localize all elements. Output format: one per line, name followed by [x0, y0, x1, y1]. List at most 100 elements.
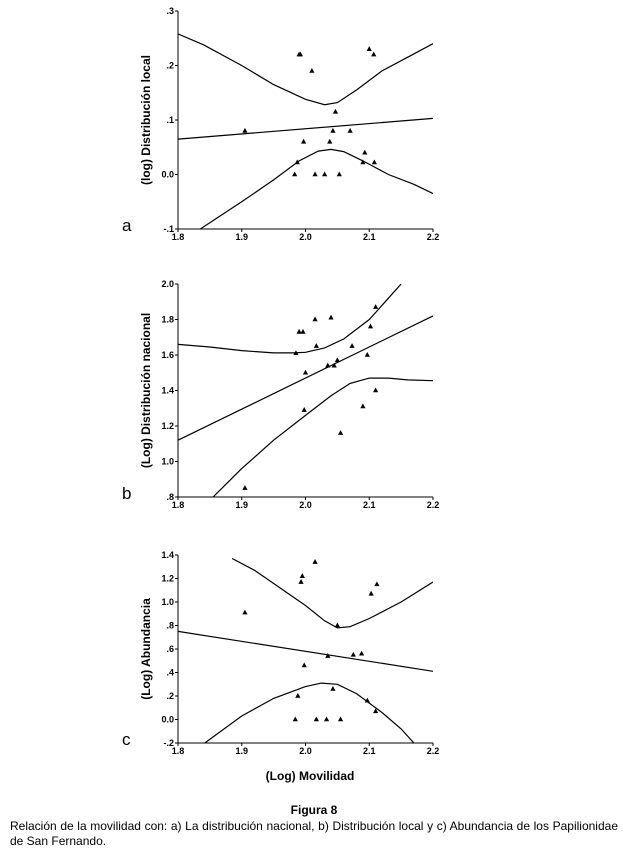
panel-c-data-point [299, 573, 305, 578]
panel-b-data-point [300, 328, 306, 334]
panel-a-y-tick-label: 0.0 [161, 170, 174, 180]
panel-b-data-point [337, 430, 344, 435]
panel-c-y-tick-label: -.2 [163, 738, 174, 748]
panel-a-fit-line [178, 117, 433, 140]
panel-b-data-point [293, 350, 299, 356]
panel-c-data-point [330, 685, 336, 691]
panel-a-x-tick-label: 2.2 [427, 232, 440, 242]
panel-b-fit-line [178, 315, 433, 441]
panel-a-data-point [330, 127, 336, 133]
panel-a-y-tick-label: .2 [166, 61, 174, 71]
panel-c-data-point [313, 716, 319, 722]
panel-c-x-tick-label: 2.0 [299, 746, 312, 756]
panel-b-data-point [301, 407, 307, 412]
panel-b-y-axis-label: (Log) Distribución nacional [139, 313, 153, 468]
panel-c-y-tick-label: .6 [166, 644, 174, 654]
panel-a-y-axis-label: (log) Distribución local [139, 55, 153, 185]
panel-c-lower-line [204, 682, 415, 743]
panel-b-y-tick-label: 1.8 [161, 315, 174, 325]
panel-b-lower-line [212, 377, 433, 497]
panel-a-x-tick-label: 1.9 [235, 232, 248, 242]
panel-c-x-tick-label: 1.9 [235, 746, 248, 756]
panel-a-x-tick-label: 1.8 [172, 232, 185, 242]
panel-c-upper-line [231, 557, 433, 629]
panel-b-data-point [328, 314, 334, 320]
panel-a-data-point [366, 46, 372, 51]
panel-b-data-point [373, 304, 379, 309]
caption-block: Figura 8 Relación de la movilidad con: a… [10, 803, 618, 849]
panel-c-y-tick-label: 1.2 [161, 574, 174, 584]
panel-c-data-point [242, 609, 248, 615]
panel-c-data-point [374, 581, 380, 587]
panel-c-data-point [337, 716, 344, 722]
panel-b-data-point [296, 328, 302, 334]
panel-c-y-tick-label: 1.4 [161, 550, 174, 560]
panel-b-data-point [334, 357, 340, 363]
panel-c-data-point [298, 579, 304, 584]
panel-b-letter: b [122, 484, 131, 503]
panel-a-data-point [332, 108, 339, 114]
x-axis-label: (Log) Movilidad [266, 769, 355, 783]
panel-a-x-tick-label: 2.0 [299, 232, 312, 242]
panel-c-data-point [359, 650, 365, 656]
panel-b-data-point [312, 316, 318, 322]
panel-a-lower-line [199, 148, 433, 229]
panel-a-data-point [371, 51, 377, 57]
panel-a-data-point [309, 67, 315, 73]
panel-a-data-point [300, 138, 307, 144]
panel-a-data-point [312, 171, 318, 177]
panel-a-data-point [322, 171, 328, 177]
panel-c-data-point [312, 559, 318, 564]
panel-c-letter: c [122, 730, 131, 749]
panel-a-data-point [297, 51, 303, 57]
figure-title: Figura 8 [290, 803, 338, 817]
panel-a-data-point [294, 159, 300, 165]
panel-b-y-tick-label: .8 [166, 492, 174, 502]
panel-a-y-tick-label: .1 [166, 115, 174, 125]
panel-c-y-tick-label: .2 [166, 691, 174, 701]
panel-c-data-point [373, 708, 379, 714]
panel-b-data-point [313, 343, 319, 348]
panel-c-lines [178, 557, 433, 743]
panel-b: .8 1.0 1.2 1.4 1.6 1.8 2.0 1.8 1.9 2.0 2.1 2.2 (Log)… [122, 279, 439, 510]
panel-b-data-point [373, 387, 379, 393]
panel-a-data-point [360, 159, 366, 165]
panel-b-data-point [325, 362, 331, 368]
panel-a-data-point [242, 127, 248, 133]
panel-c-data-point [323, 716, 330, 722]
panel-c-x-tick-label: 2.1 [363, 746, 376, 756]
panel-b-data-point [364, 352, 370, 357]
panel-a-data-point [362, 149, 368, 155]
panel-a-lines [178, 33, 433, 229]
panel-a-data-point [347, 127, 353, 133]
panel-a-upper-line [178, 33, 433, 106]
panel-b-x-tick-label: 2.2 [427, 500, 440, 510]
panel-c-data-point [334, 622, 340, 628]
panel-b-data-point [367, 323, 374, 329]
panel-c-y-axis-label: (Log) Abundancia [139, 598, 153, 700]
panel-b-data-point [302, 369, 309, 375]
panel-c-fit-line [178, 630, 433, 672]
figure-caption: Relación de la movilidad con: a) La dist… [10, 819, 618, 848]
panel-a-y-tick-label: -.1 [163, 224, 174, 234]
panel-b-x-tick-label: 1.8 [172, 500, 185, 510]
panel-b-data-point [349, 343, 355, 348]
panel-a: -.1 0.0 .1 .2 .3 1.8 1.9 2.0 2.1 2.2 (log) Distrib… [122, 6, 439, 242]
panel-c-y-tick-label: 1.0 [161, 597, 174, 607]
panel-b-y-tick-label: 1.6 [161, 350, 174, 360]
panel-b-x-tick-label: 1.9 [235, 500, 248, 510]
panel-c-y-tick-label: .4 [166, 668, 174, 678]
panel-b-y-tick-label: 2.0 [161, 279, 174, 289]
panel-b-y-tick-label: 1.4 [161, 386, 174, 396]
panel-a-data-point [371, 159, 377, 165]
panel-c-x-tick-label: 1.8 [172, 746, 185, 756]
panel-c-data-point [295, 693, 301, 698]
panel-b-lines [178, 284, 433, 497]
panel-a-data-point [292, 171, 298, 177]
panel-b-data-point [360, 403, 366, 409]
panel-c-x-tick-label: 2.2 [427, 746, 440, 756]
panel-c-data-point [325, 653, 331, 658]
panel-b-upper-line [178, 284, 402, 354]
panel-a-x-tick-label: 2.1 [363, 232, 376, 242]
